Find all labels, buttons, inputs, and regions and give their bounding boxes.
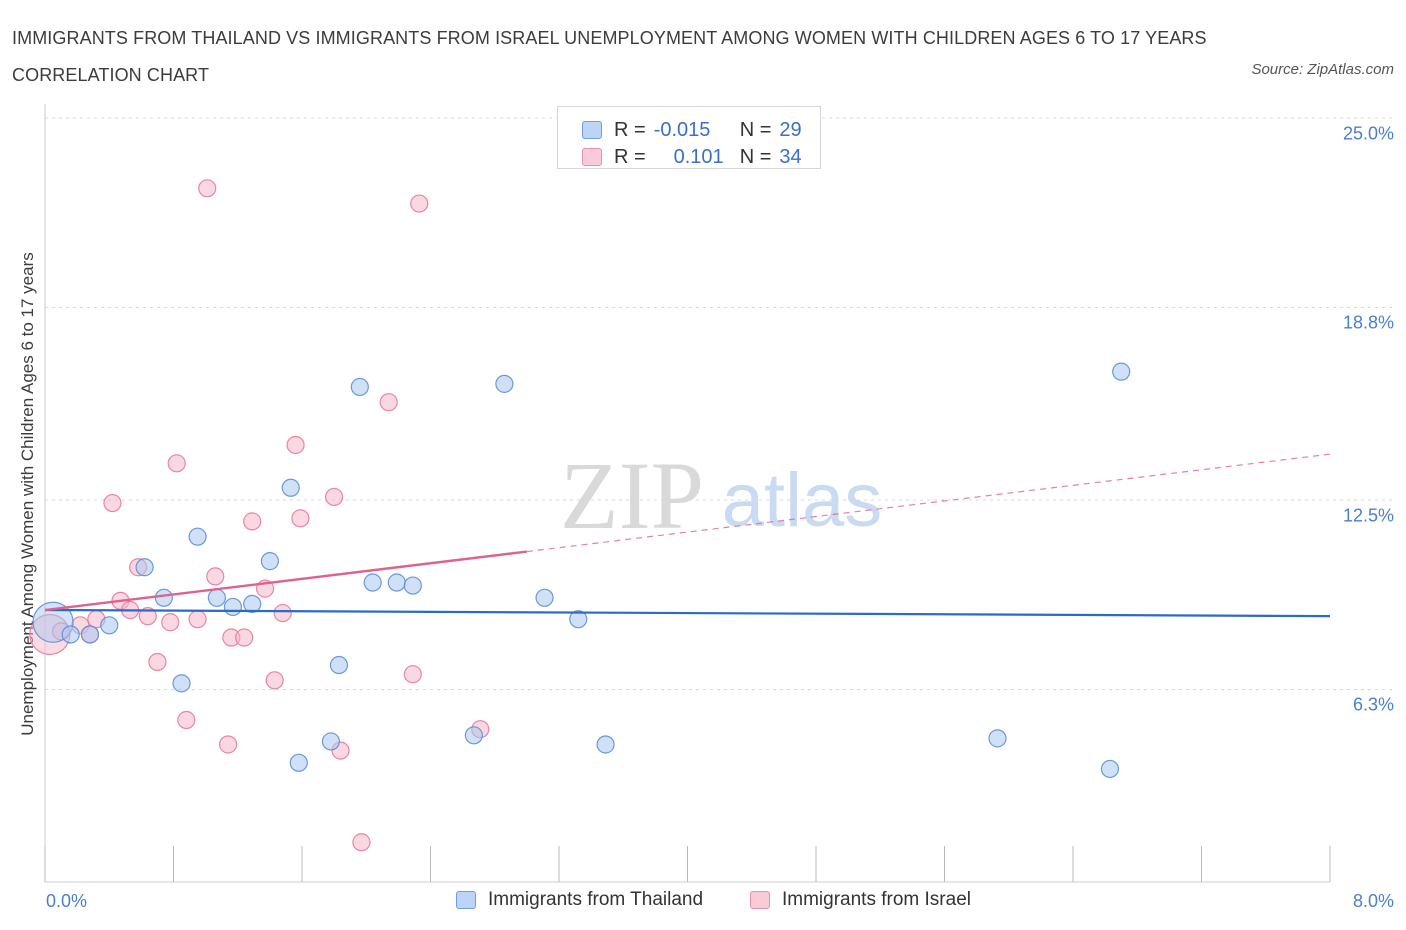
israel-point bbox=[243, 512, 262, 531]
israel-swatch bbox=[582, 148, 602, 166]
israel-point bbox=[148, 652, 167, 672]
israel-trend-line-extrapolated bbox=[526, 453, 1331, 553]
thailand-point bbox=[321, 732, 341, 751]
n-label: N = bbox=[739, 118, 772, 141]
thailand-point bbox=[223, 597, 243, 617]
thailand-point bbox=[329, 655, 349, 675]
israel-point bbox=[103, 493, 122, 513]
y-tick-label: 6.3% bbox=[1352, 694, 1394, 715]
thailand-legend-label: Immigrants from Thailand bbox=[488, 889, 704, 910]
thailand-point bbox=[350, 377, 369, 397]
thailand-point bbox=[100, 616, 119, 635]
y-tick-label: 12.5% bbox=[1342, 505, 1394, 526]
israel-point bbox=[379, 393, 398, 412]
israel-point bbox=[403, 665, 422, 684]
thailand-point bbox=[207, 588, 226, 607]
israel-point bbox=[161, 613, 180, 632]
israel-point bbox=[219, 735, 238, 754]
israel-point bbox=[265, 671, 284, 690]
israel-point bbox=[167, 454, 186, 473]
thailand-point bbox=[154, 588, 173, 607]
thailand-point bbox=[61, 625, 80, 644]
thailand-point bbox=[535, 588, 554, 607]
thailand-point bbox=[135, 558, 154, 577]
israel-legend-label: Immigrants from Israel bbox=[782, 889, 971, 910]
israel-points bbox=[29, 179, 490, 852]
n-value: 29 bbox=[779, 118, 802, 141]
thailand-point bbox=[387, 573, 406, 592]
axes bbox=[44, 104, 1331, 883]
thailand-point bbox=[988, 729, 1007, 748]
israel-point bbox=[138, 607, 157, 626]
legend-item-israel: Immigrants from Israel bbox=[750, 889, 971, 911]
israel-point bbox=[410, 194, 429, 213]
r-label: R = bbox=[614, 118, 646, 141]
thailand-point bbox=[596, 735, 615, 754]
thailand-point bbox=[289, 753, 308, 772]
series-legend: Immigrants from Thailand Immigrants from… bbox=[0, 889, 1406, 915]
thailand-legend-swatch bbox=[456, 891, 476, 909]
trend-lines bbox=[44, 453, 1331, 618]
source-credit: Source: ZipAtlas.com bbox=[1251, 61, 1394, 78]
legend-row-israel: R = 0.101 N = 34 bbox=[582, 145, 802, 169]
thailand-point bbox=[80, 625, 100, 644]
x-tick-max: 8.0% bbox=[1352, 891, 1394, 911]
thailand-point bbox=[363, 573, 382, 592]
israel-point bbox=[188, 610, 207, 629]
r-value: -0.015 bbox=[653, 118, 711, 141]
n-label: N = bbox=[739, 145, 772, 168]
thailand-point bbox=[281, 478, 300, 497]
thailand-point bbox=[260, 552, 279, 571]
chart-title: IMMIGRANTS FROM THAILAND VS IMMIGRANTS F… bbox=[12, 28, 1207, 85]
thailand-swatch bbox=[582, 121, 602, 139]
thailand-point bbox=[403, 576, 422, 595]
thailand-point bbox=[1112, 362, 1131, 381]
y-tick-label: 25.0% bbox=[1342, 123, 1394, 144]
r-label: R = bbox=[614, 145, 646, 168]
israel-point bbox=[198, 179, 217, 198]
israel-point bbox=[177, 710, 196, 730]
thailand-point bbox=[243, 594, 262, 614]
r-value: 0.101 bbox=[673, 145, 724, 168]
israel-point bbox=[352, 833, 371, 852]
israel-trend-line bbox=[44, 550, 528, 612]
israel-legend-swatch bbox=[750, 891, 770, 909]
y-tick-label: 18.8% bbox=[1342, 312, 1394, 333]
israel-point bbox=[286, 435, 305, 455]
legend-row-thailand: R = -0.015 N = 29 bbox=[582, 118, 802, 142]
thailand-point bbox=[1100, 759, 1120, 779]
thailand-point bbox=[569, 610, 588, 629]
thailand-point bbox=[188, 527, 207, 546]
israel-point bbox=[235, 628, 254, 647]
israel-point bbox=[291, 509, 310, 528]
thailand-points bbox=[32, 362, 1131, 779]
x-tick-min: 0.0% bbox=[46, 891, 88, 911]
thailand-point bbox=[464, 726, 483, 745]
watermark-atlas: atlas bbox=[722, 458, 883, 543]
n-value: 34 bbox=[779, 145, 802, 168]
israel-point bbox=[325, 487, 344, 507]
correlation-legend: R = -0.015 N = 29 R = 0.101 N = 34 bbox=[557, 106, 821, 169]
israel-point bbox=[273, 603, 292, 623]
thailand-point bbox=[172, 674, 191, 693]
legend-item-thailand: Immigrants from Thailand bbox=[456, 889, 703, 911]
thailand-trend-line bbox=[44, 608, 1331, 618]
watermark-zip: ZIP bbox=[560, 442, 704, 549]
thailand-point bbox=[495, 374, 514, 393]
israel-point bbox=[206, 567, 225, 586]
